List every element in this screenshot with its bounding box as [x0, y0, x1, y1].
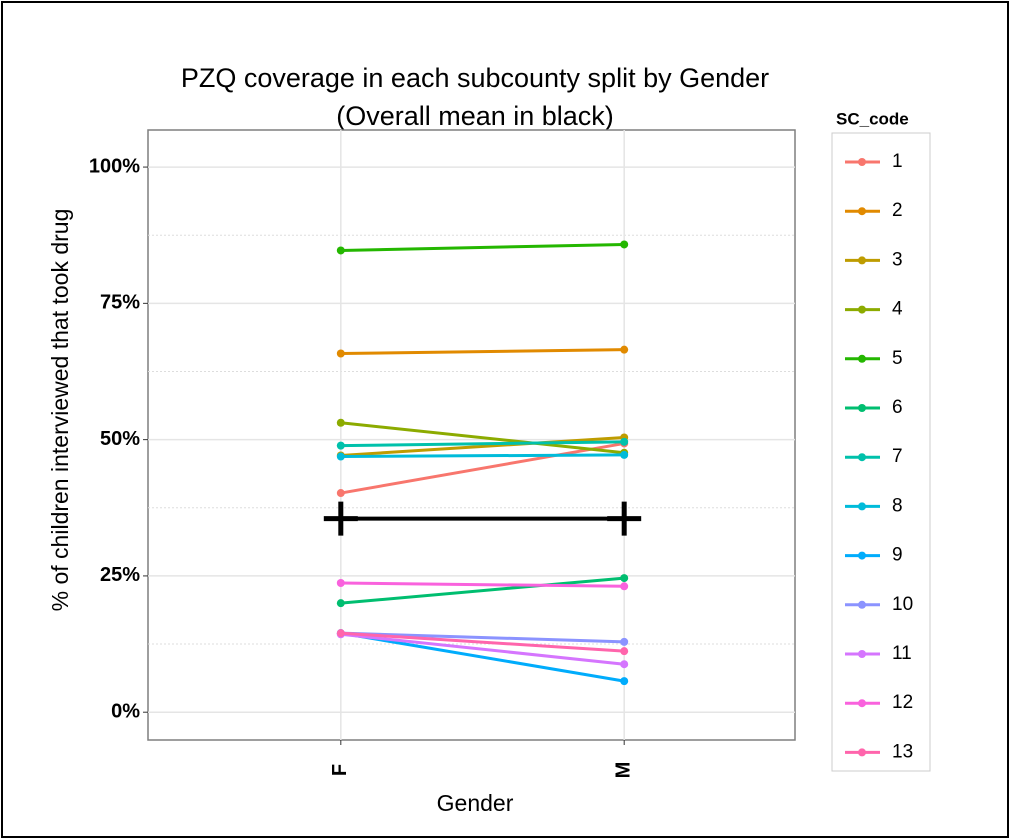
y-tick-label: 75% — [100, 292, 140, 314]
point — [336, 441, 345, 450]
legend-key-point — [858, 256, 866, 265]
series-line — [340, 631, 625, 683]
legend-label: 12 — [892, 692, 913, 713]
series-line — [340, 441, 625, 495]
mean-point — [323, 501, 358, 536]
point — [336, 599, 345, 608]
point — [620, 574, 629, 583]
legend-key-point — [858, 551, 866, 560]
series-line — [340, 453, 625, 459]
chart-subtitle: (Overall mean in black) — [336, 101, 614, 131]
legend-label: 8 — [892, 495, 903, 516]
point — [336, 489, 345, 498]
legend-key-point — [858, 207, 866, 216]
legend-key-point — [858, 404, 866, 412]
point — [620, 647, 629, 656]
series-line — [340, 421, 625, 455]
series-line — [340, 440, 625, 448]
series-line — [340, 242, 625, 252]
y-tick-label: 0% — [111, 700, 140, 722]
point — [336, 579, 345, 588]
series-line — [340, 576, 625, 605]
point — [336, 246, 345, 255]
point — [336, 452, 345, 461]
legend-label: 7 — [892, 446, 903, 467]
legend-label: 9 — [892, 545, 903, 566]
x-tick-label: M — [612, 762, 634, 779]
point — [620, 637, 629, 646]
series-line — [340, 631, 625, 644]
x-tick-label: F — [329, 764, 351, 776]
point — [336, 629, 345, 638]
series-line — [340, 631, 625, 653]
point — [620, 240, 629, 249]
legend-box — [831, 132, 931, 772]
legend-key-point — [858, 699, 866, 708]
legend-label: 10 — [892, 594, 913, 615]
point — [336, 418, 345, 427]
legend-key-point — [858, 453, 866, 462]
legend-key-point — [858, 354, 866, 363]
legend-label: 2 — [892, 200, 903, 221]
legend-label: 5 — [892, 348, 903, 369]
y-tick-label: 50% — [100, 428, 140, 450]
legend-label: 6 — [892, 397, 903, 418]
mean-point — [607, 501, 642, 536]
legend-label: 1 — [892, 151, 903, 172]
y-tick-label: 25% — [100, 564, 140, 586]
x-axis-label: Gender — [437, 790, 514, 816]
series-line — [340, 632, 625, 666]
legend-key-point — [858, 600, 866, 609]
series-line — [340, 581, 625, 588]
legend-key-point — [858, 158, 866, 166]
point — [336, 349, 345, 358]
chart-title: PZQ coverage in each subcounty split by … — [181, 63, 769, 93]
point — [620, 345, 629, 354]
point — [620, 437, 629, 446]
series-line — [340, 348, 625, 356]
y-axis-label: % of children interviewed that took drug — [47, 209, 73, 612]
legend-label: 3 — [892, 249, 903, 270]
legend-label: 13 — [892, 741, 913, 762]
point — [620, 660, 629, 669]
series-line — [340, 435, 625, 457]
legend-key-point — [858, 502, 866, 511]
legend-label: 4 — [892, 299, 903, 320]
point — [620, 677, 629, 686]
point — [620, 582, 629, 591]
point — [620, 450, 629, 459]
legend-key-point — [858, 650, 866, 658]
legend-title: SC_code — [836, 109, 909, 128]
y-tick-label: 100% — [89, 155, 140, 177]
legend-key-point — [858, 305, 866, 314]
legend-label: 11 — [892, 643, 912, 664]
legend-key-point — [858, 748, 866, 757]
